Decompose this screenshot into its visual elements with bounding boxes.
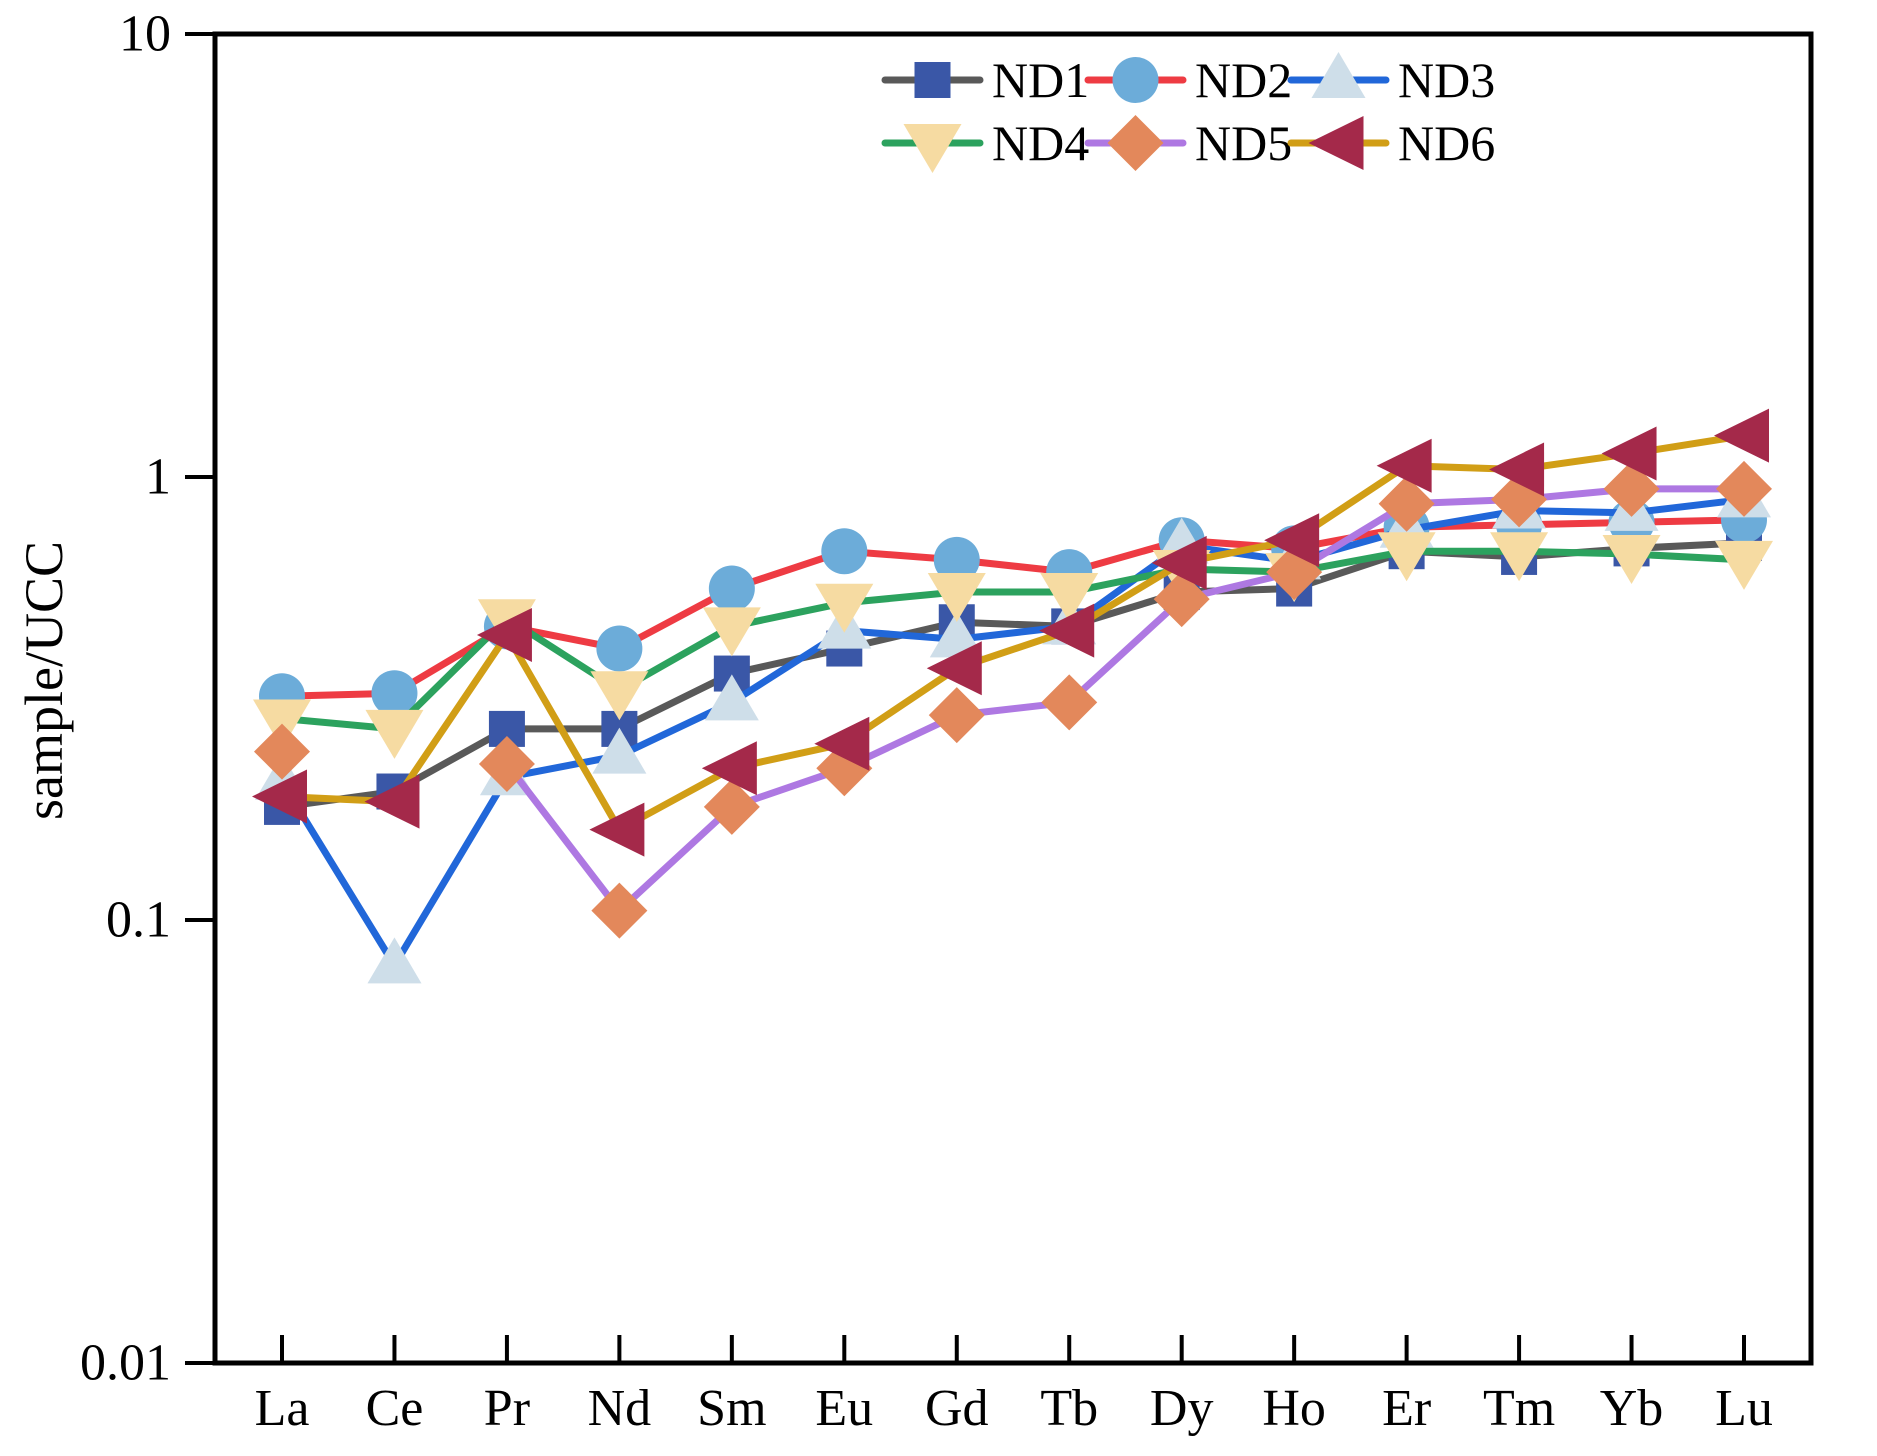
data-point-nd5-lu [1716, 460, 1772, 517]
data-point-nd6-tm [1489, 442, 1545, 497]
y-tick-label: 10 [119, 6, 171, 63]
data-point-nd6-ce [364, 774, 420, 829]
data-point-nd4-eu [815, 583, 874, 633]
legend-label-nd4: ND4 [992, 115, 1089, 171]
legend-marker-nd3 [1311, 52, 1366, 98]
data-point-nd3-ce [367, 937, 422, 984]
x-tick-label: Sm [697, 1380, 766, 1437]
legend-marker-nd1 [914, 62, 951, 98]
data-point-nd3-nd [592, 727, 647, 774]
data-point-nd6-sm [701, 741, 757, 796]
data-point-nd4-gd [927, 573, 986, 623]
data-point-nd5-nd [591, 882, 648, 939]
data-point-nd5-dy [1153, 571, 1210, 628]
data-point-nd6-pr [476, 607, 532, 662]
x-tick-label: Ce [366, 1380, 424, 1437]
data-point-nd6-nd [589, 802, 645, 857]
legend-label-nd6: ND6 [1398, 115, 1495, 171]
data-point-nd2-gd [933, 536, 980, 583]
data-point-nd3-sm [704, 674, 759, 721]
axis-frame [212, 31, 1814, 1366]
y-tick-label: 0.01 [80, 1335, 171, 1392]
data-point-nd4-er [1377, 532, 1436, 582]
x-tick-label: Eu [815, 1380, 873, 1437]
data-point-nd4-lu [1715, 540, 1773, 590]
data-point-nd6-er [1376, 438, 1432, 493]
data-point-nd4-tb [1040, 573, 1099, 623]
data-point-nd3-gd [929, 611, 984, 658]
legend-label-nd5: ND5 [1195, 115, 1292, 171]
x-tick-label: Dy [1150, 1380, 1214, 1437]
series-line-nd1 [278, 539, 1748, 811]
data-point-nd4-ce [365, 709, 424, 759]
legend-marker-nd5 [1107, 115, 1164, 171]
legend-marker-nd4 [903, 124, 962, 173]
legend-label-nd3: ND3 [1398, 52, 1495, 108]
x-tick-label: Pr [484, 1380, 530, 1437]
x-tick-label: Tm [1483, 1380, 1555, 1437]
x-tick-label: Gd [925, 1380, 989, 1437]
y-tick-label: 1 [145, 449, 171, 506]
data-point-nd4-nd [590, 671, 649, 721]
series-line-nd3 [278, 495, 1748, 969]
x-tick-label: Nd [588, 1380, 652, 1437]
data-point-nd6-lu [1714, 408, 1769, 463]
data-point-nd6-tb [1039, 603, 1095, 658]
data-point-nd5-er [1378, 475, 1435, 532]
data-point-nd6-la [252, 769, 307, 824]
data-point-nd5-la [254, 723, 310, 780]
legend-marker-nd2 [1112, 57, 1159, 103]
x-tick-label: Ho [1262, 1380, 1326, 1437]
x-tick-label: Lu [1715, 1380, 1773, 1437]
data-point-nd5-pr [478, 735, 535, 792]
x-tick-label: La [255, 1380, 310, 1437]
legend-label-nd1: ND1 [992, 52, 1089, 108]
legend-label-nd2: ND2 [1195, 52, 1292, 108]
data-point-nd2-sm [708, 565, 755, 612]
data-point-nd2-nd [596, 625, 643, 672]
data-point-nd2-eu [821, 528, 868, 575]
x-tick-label: Yb [1600, 1380, 1664, 1437]
x-tick-label: Tb [1040, 1380, 1098, 1437]
data-point-nd6-dy [1151, 535, 1207, 590]
data-point-nd5-gd [928, 687, 985, 744]
data-point-nd2-ce [371, 670, 418, 717]
data-point-nd4-yb [1602, 535, 1661, 585]
data-point-nd5-tb [1041, 674, 1098, 731]
data-point-nd6-gd [926, 641, 982, 696]
data-point-nd5-sm [703, 778, 760, 835]
data-point-nd4-tm [1490, 532, 1549, 582]
data-point-nd6-eu [814, 716, 870, 771]
y-tick-label: 0.1 [106, 892, 171, 949]
data-point-nd4-sm [702, 607, 761, 657]
legend-marker-nd6 [1308, 116, 1364, 170]
x-tick-label: Er [1382, 1380, 1431, 1437]
y-axis-title: sample/UCC [14, 541, 74, 820]
data-point-nd6-ho [1264, 513, 1320, 568]
data-point-nd6-yb [1601, 426, 1657, 481]
